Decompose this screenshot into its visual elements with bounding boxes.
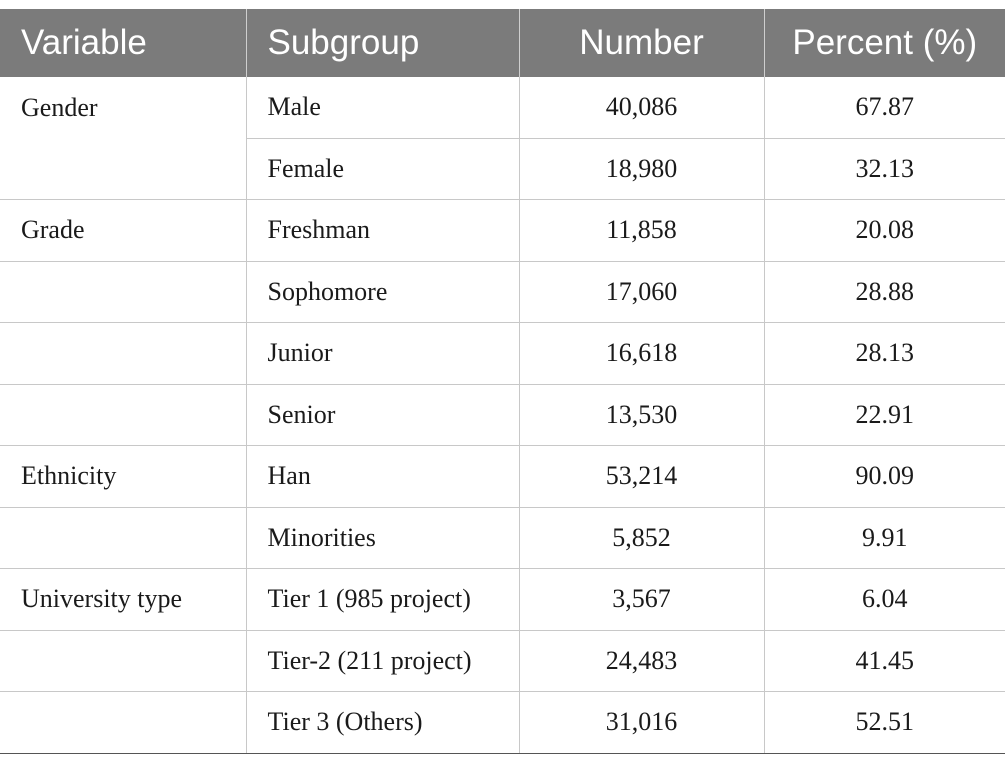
cell-subgroup: Female	[245, 138, 519, 200]
cell-percent: 67.87	[763, 77, 1005, 139]
cell-percent: 41.45	[763, 630, 1005, 692]
cell-variable: University type	[0, 568, 246, 631]
header-number: Number	[518, 9, 764, 77]
cell-percent: 28.88	[763, 261, 1005, 323]
table-row: Sophomore 17,060 28.88	[0, 261, 1005, 323]
table-row: Ethnicity Han 53,214 90.09	[0, 445, 1005, 508]
cell-subgroup: Tier 1 (985 project)	[245, 568, 519, 631]
header-row: Variable Subgroup Number Percent (%)	[0, 9, 1005, 77]
cell-variable	[0, 138, 246, 200]
cell-variable: Ethnicity	[0, 445, 246, 508]
cell-number: 3,567	[518, 568, 764, 631]
table-row: Gender Male 40,086 67.87	[0, 77, 1005, 139]
cell-subgroup: Male	[245, 77, 519, 139]
table-body: Gender Male 40,086 67.87 Female 18,980 3…	[0, 77, 1005, 754]
cell-percent: 6.04	[763, 568, 1005, 631]
cell-number: 17,060	[518, 261, 764, 323]
cell-number: 24,483	[518, 630, 764, 692]
cell-variable: Grade	[0, 199, 246, 262]
cell-number: 18,980	[518, 138, 764, 200]
header-variable: Variable	[0, 9, 246, 77]
table-row: University type Tier 1 (985 project) 3,5…	[0, 568, 1005, 631]
cell-variable	[0, 384, 246, 446]
cell-variable	[0, 261, 246, 323]
cell-percent: 52.51	[763, 691, 1005, 754]
cell-number: 11,858	[518, 199, 764, 262]
cell-number: 5,852	[518, 507, 764, 569]
cell-variable	[0, 630, 246, 692]
cell-variable	[0, 507, 246, 569]
table-row: Minorities 5,852 9.91	[0, 507, 1005, 569]
cell-subgroup: Tier 3 (Others)	[245, 691, 519, 754]
table-row: Tier-2 (211 project) 24,483 41.45	[0, 630, 1005, 692]
cell-number: 16,618	[518, 322, 764, 385]
cell-percent: 28.13	[763, 322, 1005, 385]
cell-percent: 90.09	[763, 445, 1005, 508]
cell-percent: 9.91	[763, 507, 1005, 569]
table-header: Variable Subgroup Number Percent (%)	[0, 9, 1005, 77]
cell-subgroup: Sophomore	[245, 261, 519, 323]
header-subgroup: Subgroup	[245, 9, 519, 77]
cell-percent: 32.13	[763, 138, 1005, 200]
table-row: Junior 16,618 28.13	[0, 322, 1005, 385]
cell-number: 40,086	[518, 77, 764, 139]
header-percent: Percent (%)	[763, 9, 1005, 77]
cell-subgroup: Minorities	[245, 507, 519, 569]
cell-subgroup: Freshman	[245, 199, 519, 262]
cell-subgroup: Junior	[245, 322, 519, 385]
cell-subgroup: Han	[245, 445, 519, 508]
cell-number: 31,016	[518, 691, 764, 754]
cell-subgroup: Tier-2 (211 project)	[245, 630, 519, 692]
cell-percent: 22.91	[763, 384, 1005, 446]
cell-subgroup: Senior	[245, 384, 519, 446]
cell-variable	[0, 691, 246, 754]
table-row: Senior 13,530 22.91	[0, 384, 1005, 446]
cell-number: 13,530	[518, 384, 764, 446]
cell-variable	[0, 322, 246, 385]
cell-percent: 20.08	[763, 199, 1005, 262]
table-row: Grade Freshman 11,858 20.08	[0, 199, 1005, 262]
table-row: Female 18,980 32.13	[0, 138, 1005, 200]
demographics-table: Variable Subgroup Number Percent (%) Gen…	[0, 9, 1005, 754]
table-row: Tier 3 (Others) 31,016 52.51	[0, 691, 1005, 754]
cell-variable: Gender	[21, 92, 98, 122]
cell-number: 53,214	[518, 445, 764, 508]
